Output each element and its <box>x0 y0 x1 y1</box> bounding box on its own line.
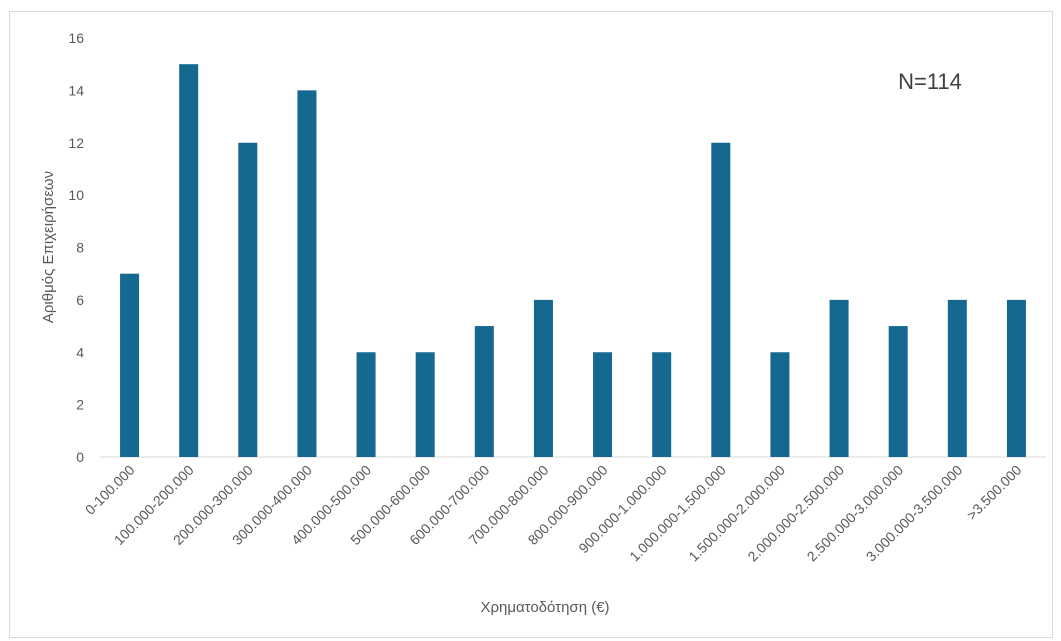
bar <box>652 352 672 457</box>
bar <box>947 299 967 457</box>
bar <box>415 352 435 457</box>
y-tick-label: 0 <box>76 449 84 465</box>
x-tick-label: 2.000.000-2.500.000 <box>744 462 847 565</box>
bar <box>533 299 553 457</box>
y-axis-title: Αριθμός Επιχειρήσεων <box>40 171 57 323</box>
bar <box>1006 299 1026 457</box>
y-axis-tick-labels: 0 2 4 6 8 10 12 14 16 <box>68 30 84 465</box>
y-tick-label: 14 <box>68 82 84 98</box>
y-tick-label: 10 <box>68 187 84 203</box>
sample-size-annotation: N=114 <box>898 69 962 94</box>
bar <box>770 352 790 457</box>
bar <box>888 326 908 457</box>
x-axis-tick-labels: 0-100.000100.000-200.000200.000-300.0003… <box>82 462 1025 565</box>
bar <box>711 142 731 457</box>
y-tick-label: 16 <box>68 30 84 46</box>
bar <box>120 273 140 457</box>
bar <box>238 142 258 457</box>
x-axis-title: Χρηματοδότηση (€) <box>480 599 609 616</box>
y-tick-label: 8 <box>76 240 84 256</box>
y-tick-label: 2 <box>76 397 84 413</box>
x-tick-label: 2.500.000-3.000.000 <box>804 462 907 565</box>
x-tick-label: 0-100.000 <box>82 462 138 518</box>
bar <box>474 326 494 457</box>
bar <box>179 64 199 457</box>
y-tick-label: 4 <box>76 344 84 360</box>
x-tick-label: 3.000.000-3.500.000 <box>863 462 966 565</box>
y-tick-label: 6 <box>76 292 84 308</box>
bar <box>297 90 317 457</box>
bar <box>356 352 376 457</box>
x-tick-label: >3.500.000 <box>963 462 1024 523</box>
bars <box>120 64 1026 457</box>
y-tick-label: 12 <box>68 135 84 151</box>
x-tick-label: 1.500.000-2.000.000 <box>685 462 788 565</box>
bar <box>829 299 849 457</box>
bar <box>593 352 613 457</box>
x-tick-label: 1.000.000-1.500.000 <box>626 462 729 565</box>
